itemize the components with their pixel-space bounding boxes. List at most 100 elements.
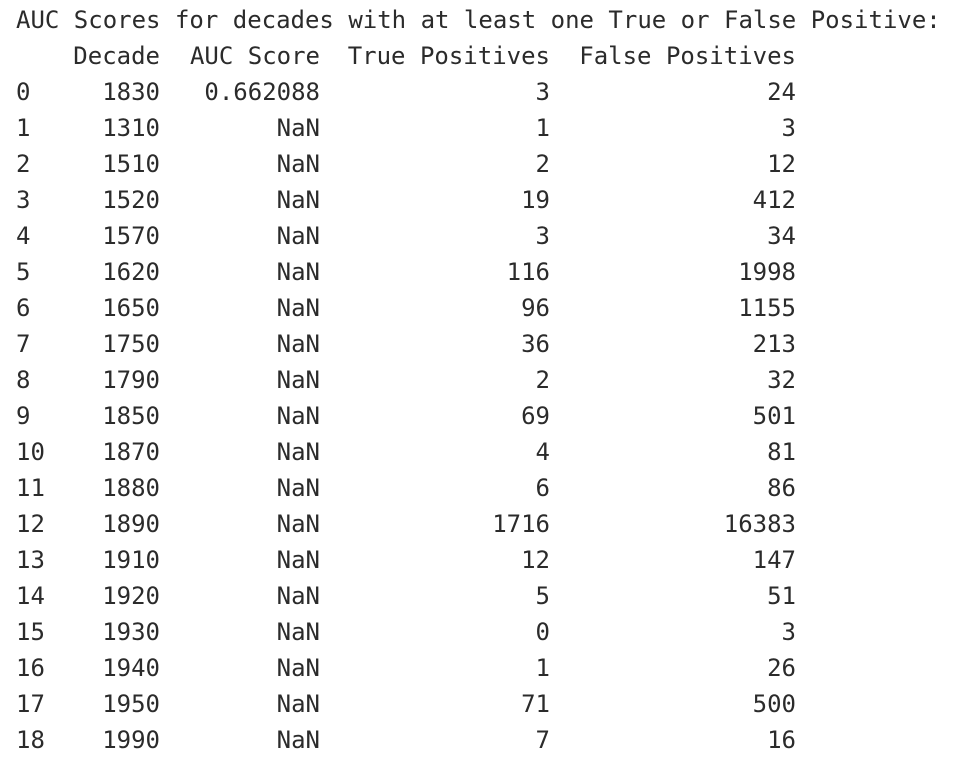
cell-true-positives: 0 — [535, 618, 550, 646]
cell-decade: 1880 — [102, 474, 160, 502]
row-index: 7 — [16, 330, 31, 358]
row-index: 11 — [16, 474, 45, 502]
cell-true-positives: 2 — [535, 366, 550, 394]
cell-decade: 1940 — [102, 654, 160, 682]
cell-auc-score: NaN — [276, 114, 320, 142]
cell-decade: 1890 — [102, 510, 160, 538]
cell-auc-score: NaN — [276, 222, 320, 250]
table-row: 16 1940 NaN 1 26 — [16, 650, 941, 686]
row-index: 17 — [16, 690, 45, 718]
cell-false-positives: 34 — [767, 222, 796, 250]
cell-auc-score: NaN — [276, 366, 320, 394]
row-index: 10 — [16, 438, 45, 466]
cell-decade: 1990 — [102, 726, 160, 754]
cell-decade: 1930 — [102, 618, 160, 646]
table-row: 13 1910 NaN 12 147 — [16, 542, 941, 578]
table-row: 18 1990 NaN 7 16 — [16, 722, 941, 758]
console-output: AUC Scores for decades with at least one… — [16, 2, 941, 758]
cell-true-positives: 4 — [535, 438, 550, 466]
cell-false-positives: 147 — [752, 546, 796, 574]
row-index: 4 — [16, 222, 31, 250]
table-row: 14 1920 NaN 5 51 — [16, 578, 941, 614]
column-header-decade: Decade — [73, 42, 160, 70]
cell-false-positives: 500 — [752, 690, 796, 718]
cell-true-positives: 36 — [521, 330, 550, 358]
cell-true-positives: 12 — [521, 546, 550, 574]
table-row: 1 1310 NaN 1 3 — [16, 110, 941, 146]
cell-decade: 1870 — [102, 438, 160, 466]
cell-auc-score: NaN — [276, 726, 320, 754]
table-row: 7 1750 NaN 36 213 — [16, 326, 941, 362]
cell-decade: 1510 — [102, 150, 160, 178]
cell-decade: 1790 — [102, 366, 160, 394]
table-row: 0 1830 0.662088 3 24 — [16, 74, 941, 110]
table-row: 10 1870 NaN 4 81 — [16, 434, 941, 470]
cell-false-positives: 501 — [752, 402, 796, 430]
cell-true-positives: 5 — [535, 582, 550, 610]
cell-auc-score: NaN — [276, 690, 320, 718]
table-row: 5 1620 NaN 116 1998 — [16, 254, 941, 290]
cell-true-positives: 7 — [535, 726, 550, 754]
cell-auc-score: NaN — [276, 150, 320, 178]
table-row: 9 1850 NaN 69 501 — [16, 398, 941, 434]
table-row: 3 1520 NaN 19 412 — [16, 182, 941, 218]
cell-false-positives: 213 — [752, 330, 796, 358]
cell-false-positives: 3 — [781, 114, 796, 142]
cell-false-positives: 81 — [767, 438, 796, 466]
table-body: 0 1830 0.662088 3 24 1 1310 NaN 1 3 2 1510 NaN 2 12 3 15… — [16, 74, 941, 758]
cell-decade: 1310 — [102, 114, 160, 142]
row-index: 15 — [16, 618, 45, 646]
table-row: 4 1570 NaN 3 34 — [16, 218, 941, 254]
row-index: 18 — [16, 726, 45, 754]
column-header-auc-score: AUC Score — [189, 42, 320, 70]
cell-decade: 1520 — [102, 186, 160, 214]
cell-false-positives: 26 — [767, 654, 796, 682]
cell-decade: 1920 — [102, 582, 160, 610]
cell-decade: 1910 — [102, 546, 160, 574]
cell-true-positives: 6 — [535, 474, 550, 502]
row-index: 5 — [16, 258, 31, 286]
row-index: 16 — [16, 654, 45, 682]
cell-true-positives: 1 — [535, 114, 550, 142]
cell-auc-score: NaN — [276, 294, 320, 322]
cell-decade: 1850 — [102, 402, 160, 430]
table-row: 17 1950 NaN 71 500 — [16, 686, 941, 722]
cell-false-positives: 412 — [752, 186, 796, 214]
cell-auc-score: NaN — [276, 258, 320, 286]
cell-auc-score: NaN — [276, 186, 320, 214]
row-index: 2 — [16, 150, 31, 178]
cell-decade: 1750 — [102, 330, 160, 358]
column-header-true-positives: True Positives — [347, 42, 550, 70]
cell-decade: 1650 — [102, 294, 160, 322]
cell-auc-score: NaN — [276, 402, 320, 430]
cell-auc-score: NaN — [276, 438, 320, 466]
cell-auc-score: NaN — [276, 474, 320, 502]
cell-false-positives: 1998 — [738, 258, 796, 286]
cell-true-positives: 116 — [506, 258, 550, 286]
table-row: 12 1890 NaN 1716 16383 — [16, 506, 941, 542]
table-row: 8 1790 NaN 2 32 — [16, 362, 941, 398]
cell-auc-score: 0.662088 — [204, 78, 320, 106]
row-index: 9 — [16, 402, 31, 430]
row-index: 12 — [16, 510, 45, 538]
row-index: 3 — [16, 186, 31, 214]
table-row: 11 1880 NaN 6 86 — [16, 470, 941, 506]
cell-false-positives: 86 — [767, 474, 796, 502]
cell-true-positives: 2 — [535, 150, 550, 178]
column-header-false-positives: False Positives — [579, 42, 796, 70]
cell-true-positives: 71 — [521, 690, 550, 718]
table-row: 2 1510 NaN 2 12 — [16, 146, 941, 182]
cell-false-positives: 1155 — [738, 294, 796, 322]
cell-auc-score: NaN — [276, 546, 320, 574]
row-index: 8 — [16, 366, 31, 394]
cell-true-positives: 1716 — [492, 510, 550, 538]
row-index: 14 — [16, 582, 45, 610]
cell-false-positives: 16 — [767, 726, 796, 754]
cell-auc-score: NaN — [276, 510, 320, 538]
row-index: 1 — [16, 114, 31, 142]
row-index: 6 — [16, 294, 31, 322]
table-header: Decade AUC Score True Positives False Po… — [16, 38, 941, 74]
cell-decade: 1570 — [102, 222, 160, 250]
cell-true-positives: 96 — [521, 294, 550, 322]
table-row: 15 1930 NaN 0 3 — [16, 614, 941, 650]
